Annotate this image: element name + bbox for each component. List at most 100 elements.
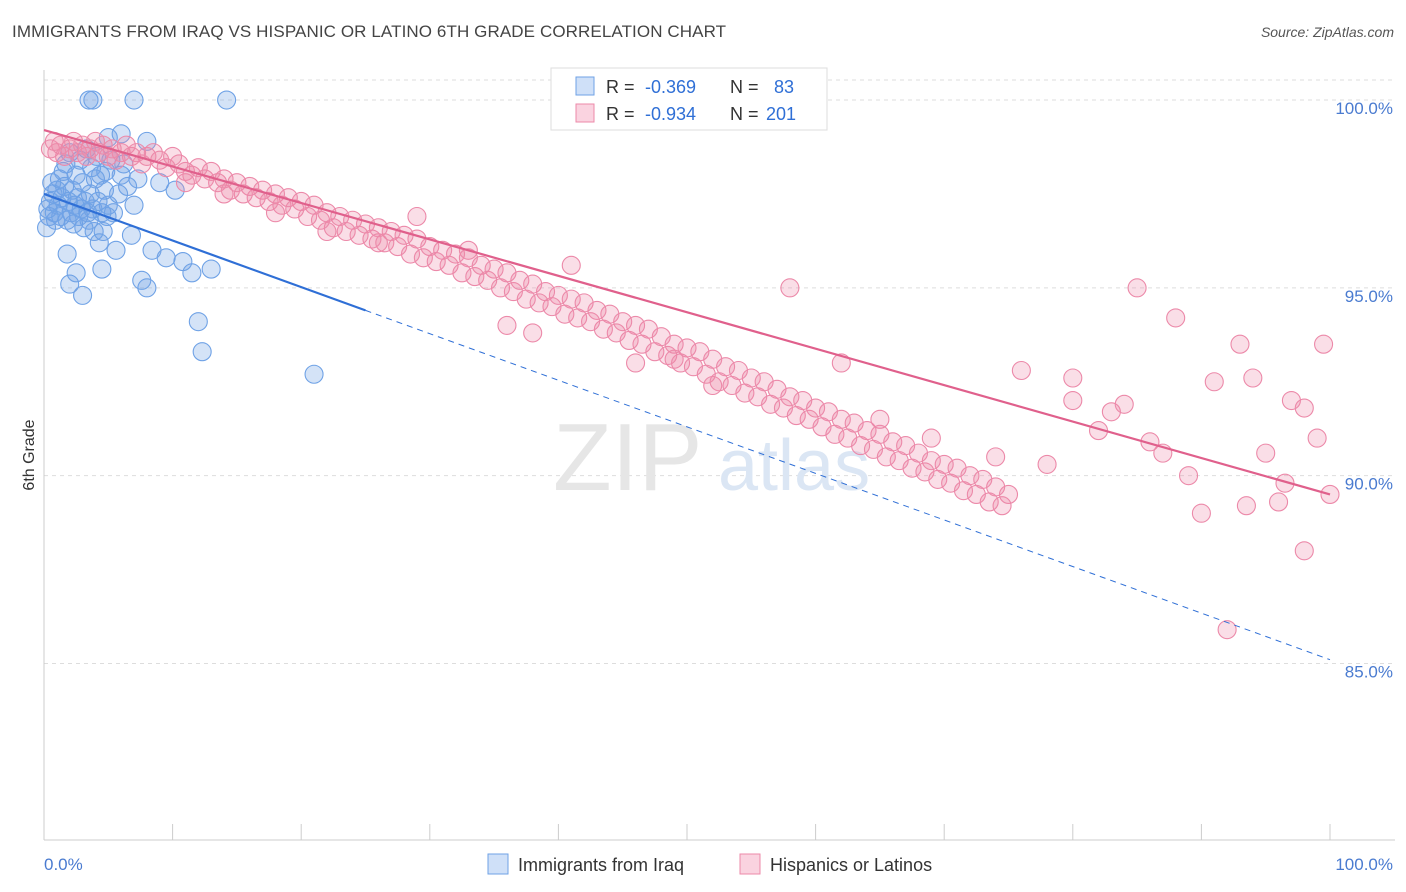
scatter-point	[934, 454, 954, 474]
scatter-point	[870, 409, 890, 429]
scatter-point	[780, 387, 800, 407]
scatter-point	[156, 248, 176, 268]
scatter-point	[1127, 278, 1147, 298]
x-tick-label: 100.0%	[1335, 855, 1393, 874]
scatter-point	[124, 195, 144, 215]
legend-label-iraq: Immigrants from Iraq	[518, 855, 684, 875]
scatter-point	[1204, 372, 1224, 392]
scatter-point	[998, 484, 1019, 504]
scatter-point	[89, 233, 109, 253]
scatter-point	[883, 432, 903, 452]
scatter-point	[349, 225, 369, 245]
scatter-point	[806, 398, 826, 418]
scatter-point	[465, 267, 485, 287]
chart-title: IMMIGRANTS FROM IRAQ VS HISPANIC OR LATI…	[12, 22, 727, 41]
scatter-point	[66, 165, 86, 185]
axes	[43, 70, 1395, 841]
scatter-point	[80, 184, 100, 204]
scatter-point	[510, 270, 530, 290]
scatter-point	[561, 289, 581, 309]
scatter-point	[106, 240, 126, 260]
y-tick-labels: 85.0% 90.0% 95.0% 100.0%	[1335, 99, 1393, 681]
scatter-point	[73, 285, 93, 305]
scatter-point	[1243, 368, 1263, 388]
scatter-point	[1114, 394, 1134, 414]
scatter-point	[626, 315, 646, 335]
scatter-point	[188, 312, 208, 332]
scatter-point	[46, 210, 66, 230]
scatter-point	[664, 349, 684, 369]
scatter-point	[57, 244, 77, 264]
scatter-point	[1294, 541, 1314, 561]
scatter-point	[413, 248, 433, 268]
scatter-point	[1166, 308, 1186, 328]
scatter-point	[587, 300, 607, 320]
bottom-legend: Immigrants from Iraq Hispanics or Latino…	[487, 853, 932, 875]
scatter-point	[192, 342, 212, 362]
scatter-point	[91, 165, 111, 185]
stats-n-value-1: 201	[766, 104, 796, 124]
legend-swatch-iraq	[487, 853, 509, 875]
stats-r-value-1: -0.934	[645, 104, 696, 124]
scatter-point	[529, 293, 549, 313]
scatter-point	[214, 184, 234, 204]
scatter-point	[664, 334, 684, 354]
series-hispanic-points	[40, 131, 1340, 640]
scatter-point	[124, 90, 144, 110]
scatter-point	[1236, 496, 1256, 516]
source-credit: Source: ZipAtlas.com	[1260, 24, 1394, 40]
scatter-point	[175, 173, 196, 193]
scatter-point	[317, 221, 337, 242]
stats-r-label-0: R =	[606, 77, 635, 97]
y-axis-label: 6th Grade	[21, 419, 38, 490]
scatter-point	[960, 466, 980, 486]
scatter-point	[272, 195, 292, 215]
stats-n-label-0: N =	[730, 77, 759, 97]
scatter-point	[1191, 503, 1211, 523]
scatter-point	[1294, 398, 1314, 418]
scatter-point	[857, 421, 877, 441]
scatter-point	[407, 206, 427, 227]
scatter-point	[1011, 360, 1031, 381]
scatter-point	[780, 278, 800, 298]
scatter-point	[53, 161, 73, 181]
scatter-point	[1230, 334, 1250, 354]
legend-label-hispanic: Hispanics or Latinos	[770, 855, 932, 875]
scatter-point	[1217, 620, 1237, 640]
y-tick-label: 90.0%	[1345, 475, 1393, 494]
scatter-point	[298, 206, 318, 227]
scatter-point	[111, 165, 131, 185]
scatter-point	[265, 203, 286, 223]
scatter-point	[1269, 492, 1289, 512]
stats-n-label-1: N =	[730, 104, 759, 124]
y-tick-label: 95.0%	[1345, 287, 1393, 306]
scatter-point	[831, 409, 851, 429]
y-tick-label: 85.0%	[1345, 662, 1393, 681]
scatter-point	[93, 221, 113, 242]
x-tick-labels: 0.0% 100.0%	[44, 855, 1393, 874]
scatter-point	[992, 496, 1012, 516]
scatter-point	[613, 312, 633, 332]
scatter-point	[336, 221, 356, 242]
scatter-point	[88, 191, 108, 212]
scatter-point	[716, 357, 736, 377]
trend-line-hispanic	[43, 129, 1331, 496]
scatter-point	[1314, 334, 1334, 354]
scatter-point	[83, 90, 103, 110]
scatter-point	[677, 338, 697, 358]
scatter-point	[201, 259, 221, 279]
scatter-point	[246, 188, 266, 208]
scatter-point	[831, 353, 851, 373]
scatter-point	[66, 263, 86, 283]
trend-lines	[43, 129, 1331, 661]
scatter-point	[259, 191, 279, 212]
scatter-point	[94, 180, 114, 200]
trend-line-iraq-extension	[365, 309, 1331, 661]
scatter-point	[523, 323, 543, 343]
stats-n-value-0: 83	[774, 77, 794, 97]
legend-swatch-hispanic	[739, 853, 761, 875]
x-tick-label: 0.0%	[44, 855, 83, 874]
scatter-point	[137, 278, 157, 298]
scatter-point	[484, 259, 504, 279]
